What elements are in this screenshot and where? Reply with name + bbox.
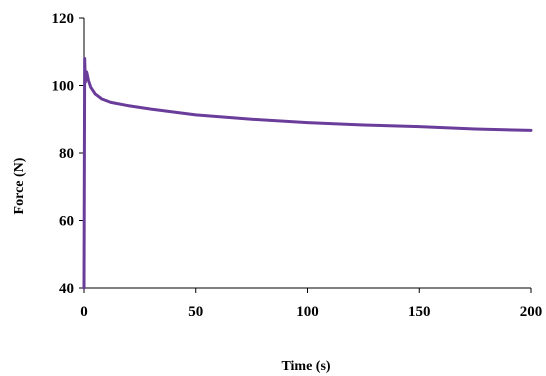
data-point (83, 287, 85, 289)
data-point (83, 57, 86, 60)
data-point (530, 129, 532, 132)
data-point (94, 93, 96, 95)
data-point (474, 128, 476, 130)
data-point (84, 81, 87, 83)
data-point (194, 114, 197, 116)
data-point (418, 125, 421, 128)
x-axis-title: Time (s) (281, 359, 330, 374)
y-tick-label: 40 (59, 281, 74, 297)
x-tick-label: 150 (408, 304, 431, 320)
y-tick-label: 80 (59, 146, 74, 162)
y-tick-label: 60 (59, 214, 74, 230)
data-point (110, 101, 112, 104)
y-tick-label: 100 (52, 79, 75, 95)
x-tick-label: 0 (80, 304, 88, 320)
series-layer (82, 57, 533, 290)
x-axis-ticks: 0 50 100 150 200 (80, 288, 542, 320)
data-point (306, 121, 309, 124)
y-axis-title: Force (N) (12, 157, 27, 214)
y-tick-label: 120 (52, 11, 75, 27)
data-point (362, 124, 365, 126)
data-point (101, 98, 103, 100)
data-point (87, 79, 90, 82)
data-point (89, 86, 92, 88)
data-point (250, 118, 253, 121)
data-point (150, 108, 152, 110)
data-point (127, 104, 130, 107)
x-tick-label: 200 (520, 304, 543, 320)
series-group (82, 57, 533, 290)
x-tick-label: 100 (296, 304, 319, 320)
x-tick-label: 50 (188, 304, 203, 320)
data-point (85, 71, 88, 73)
